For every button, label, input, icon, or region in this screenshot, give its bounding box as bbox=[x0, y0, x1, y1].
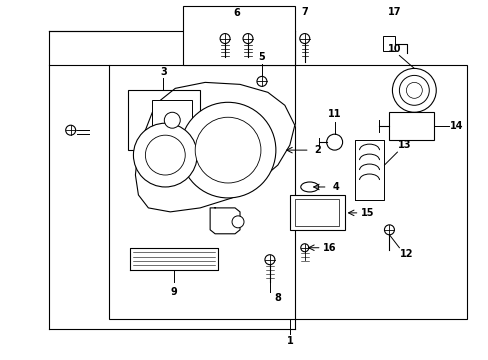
Circle shape bbox=[65, 125, 76, 135]
Circle shape bbox=[180, 102, 275, 198]
Text: 4: 4 bbox=[331, 182, 338, 192]
Text: 5: 5 bbox=[258, 53, 265, 63]
Circle shape bbox=[145, 135, 185, 175]
Text: 3: 3 bbox=[160, 67, 166, 77]
Text: 2: 2 bbox=[314, 145, 321, 155]
Bar bbox=[289, 195, 344, 230]
Circle shape bbox=[243, 33, 252, 44]
Text: 7: 7 bbox=[301, 6, 307, 17]
Circle shape bbox=[406, 82, 422, 98]
Text: 10: 10 bbox=[387, 44, 400, 54]
Bar bbox=[152, 100, 192, 140]
Polygon shape bbox=[135, 82, 294, 212]
Text: 15: 15 bbox=[360, 208, 373, 218]
Circle shape bbox=[300, 244, 308, 252]
Circle shape bbox=[256, 76, 266, 86]
Text: 16: 16 bbox=[322, 243, 336, 253]
Bar bbox=[388, 112, 433, 140]
Circle shape bbox=[264, 255, 274, 265]
Text: 12: 12 bbox=[399, 249, 412, 259]
Bar bbox=[108, 66, 466, 319]
Text: 8: 8 bbox=[274, 293, 281, 302]
Circle shape bbox=[232, 216, 244, 228]
Circle shape bbox=[384, 225, 394, 235]
Circle shape bbox=[299, 33, 309, 44]
Circle shape bbox=[195, 117, 261, 183]
Text: 17: 17 bbox=[387, 6, 400, 17]
Bar bbox=[128, 90, 200, 150]
Circle shape bbox=[326, 134, 342, 150]
Circle shape bbox=[133, 123, 197, 187]
Ellipse shape bbox=[300, 182, 318, 192]
Bar bbox=[383, 36, 395, 50]
Text: 9: 9 bbox=[170, 287, 177, 297]
Polygon shape bbox=[354, 140, 384, 200]
Text: 6: 6 bbox=[233, 8, 240, 18]
Circle shape bbox=[164, 112, 180, 128]
Circle shape bbox=[220, 33, 229, 44]
Circle shape bbox=[392, 68, 435, 112]
Polygon shape bbox=[210, 208, 240, 234]
Text: 11: 11 bbox=[327, 109, 341, 119]
Text: 1: 1 bbox=[286, 336, 293, 346]
Circle shape bbox=[399, 75, 428, 105]
Bar bbox=[294, 199, 338, 226]
Bar bbox=[183, 6, 294, 66]
Text: 13: 13 bbox=[397, 140, 410, 150]
Text: 14: 14 bbox=[449, 121, 463, 131]
